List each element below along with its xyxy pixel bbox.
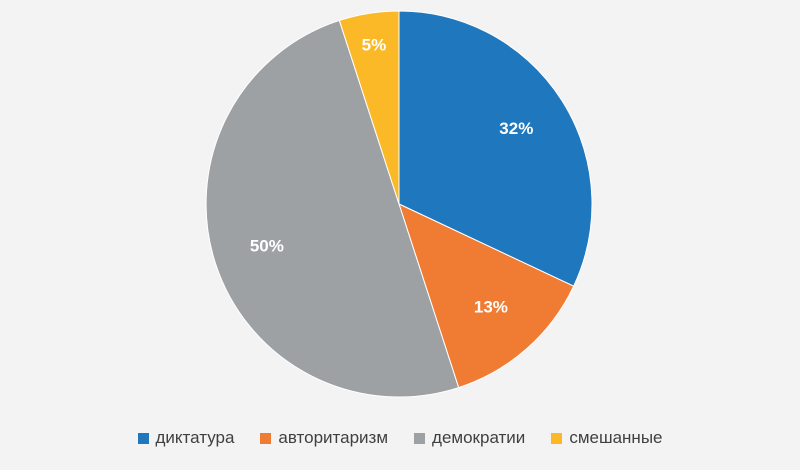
legend-label-3: демократии xyxy=(432,428,526,447)
slice-label-4: 5% xyxy=(362,35,387,54)
legend-item-2: авторитаризм xyxy=(260,428,388,448)
legend: диктатура авторитаризм демократии смешанные xyxy=(0,428,800,448)
slice-label-1: 32% xyxy=(499,119,533,138)
legend-swatch-4 xyxy=(551,432,563,444)
pie-slice-1 xyxy=(398,10,593,287)
pie-slice-4 xyxy=(338,10,400,205)
legend-label-1: диктатура xyxy=(155,428,235,447)
pie-slice-2 xyxy=(398,203,575,389)
slice-label-3: 50% xyxy=(250,236,284,255)
slice-label-2: 13% xyxy=(474,298,508,317)
legend-item-1: диктатура xyxy=(137,428,235,448)
legend-label-4: смешанные xyxy=(569,428,663,447)
legend-item-3: демократии xyxy=(414,428,525,448)
legend-item-4: смешанные xyxy=(551,428,663,448)
legend-swatch-3 xyxy=(414,432,426,444)
legend-swatch-1 xyxy=(137,432,149,444)
legend-swatch-2 xyxy=(260,432,272,444)
legend-label-2: авторитаризм xyxy=(278,428,389,447)
pie-slice-3 xyxy=(205,19,460,398)
